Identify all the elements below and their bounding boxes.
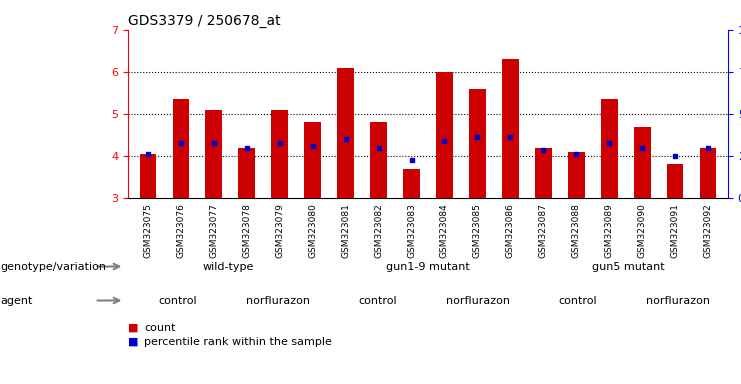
Text: GSM323076: GSM323076 <box>176 203 185 258</box>
Text: GSM323080: GSM323080 <box>308 203 317 258</box>
Text: GSM323089: GSM323089 <box>605 203 614 258</box>
Bar <box>370 122 387 198</box>
Text: ■: ■ <box>128 337 139 347</box>
Text: GSM323092: GSM323092 <box>704 203 713 258</box>
Text: GSM323084: GSM323084 <box>440 203 449 258</box>
Text: gun1-9 mutant: gun1-9 mutant <box>386 262 470 271</box>
Text: GSM323085: GSM323085 <box>473 203 482 258</box>
Bar <box>139 154 156 198</box>
Bar <box>305 122 321 198</box>
Text: GSM323079: GSM323079 <box>275 203 284 258</box>
Text: GSM323081: GSM323081 <box>341 203 350 258</box>
Text: agent: agent <box>0 296 33 306</box>
Text: norflurazon: norflurazon <box>246 296 310 306</box>
Text: GSM323091: GSM323091 <box>671 203 679 258</box>
Text: control: control <box>159 296 197 306</box>
Text: GSM323086: GSM323086 <box>506 203 515 258</box>
Bar <box>667 164 683 198</box>
Text: count: count <box>144 323 176 333</box>
Bar <box>535 147 551 198</box>
Text: GSM323090: GSM323090 <box>638 203 647 258</box>
Text: wild-type: wild-type <box>202 262 253 271</box>
Bar <box>239 147 255 198</box>
Text: norflurazon: norflurazon <box>646 296 710 306</box>
Text: GDS3379 / 250678_at: GDS3379 / 250678_at <box>128 14 281 28</box>
Bar <box>436 72 453 198</box>
Text: norflurazon: norflurazon <box>446 296 510 306</box>
Text: gun5 mutant: gun5 mutant <box>591 262 665 271</box>
Text: percentile rank within the sample: percentile rank within the sample <box>144 337 332 347</box>
Bar <box>601 99 617 198</box>
Bar <box>403 169 419 198</box>
Text: genotype/variation: genotype/variation <box>0 262 106 271</box>
Text: GSM323078: GSM323078 <box>242 203 251 258</box>
Text: GSM323088: GSM323088 <box>572 203 581 258</box>
Bar <box>568 152 585 198</box>
Text: GSM323087: GSM323087 <box>539 203 548 258</box>
Text: control: control <box>359 296 397 306</box>
Text: GSM323082: GSM323082 <box>374 203 383 258</box>
Bar <box>634 127 651 198</box>
Text: GSM323075: GSM323075 <box>143 203 153 258</box>
Bar <box>700 147 717 198</box>
Bar <box>337 68 353 198</box>
Bar <box>173 99 189 198</box>
Bar <box>502 60 519 198</box>
Text: GSM323077: GSM323077 <box>209 203 218 258</box>
Text: GSM323083: GSM323083 <box>407 203 416 258</box>
Text: ■: ■ <box>128 323 139 333</box>
Bar <box>271 110 288 198</box>
Text: control: control <box>559 296 597 306</box>
Bar <box>205 110 222 198</box>
Bar <box>469 89 485 198</box>
